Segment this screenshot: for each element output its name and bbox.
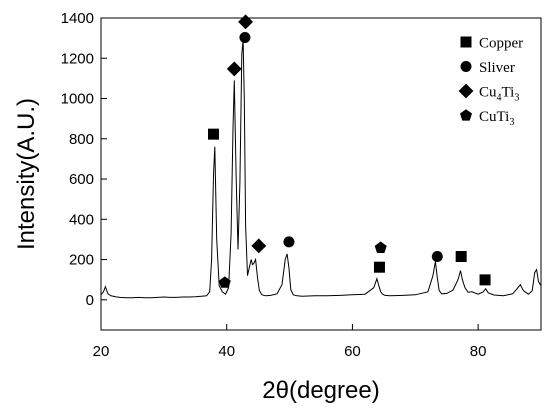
y-tick-label: 600 [69, 171, 94, 188]
phase-markers [208, 14, 491, 288]
x-axis-title: 2θ(degree) [262, 377, 379, 404]
y-tick-label: 1200 [61, 50, 94, 67]
square-peak-marker [373, 261, 385, 273]
pentagon-peak-marker [374, 241, 387, 253]
y-tick-label: 200 [69, 252, 94, 269]
square-peak-marker [208, 128, 220, 140]
y-tick-label: 400 [69, 211, 94, 228]
diamond-peak-marker [238, 14, 253, 30]
x-tick-label: 60 [344, 343, 361, 360]
plot-area [100, 14, 542, 331]
legend-diamond-marker [458, 83, 474, 99]
pentagon-peak-marker [218, 276, 231, 288]
legend-label: Sliver [479, 60, 515, 76]
legend-label: CuTi3 [479, 109, 514, 128]
legend-pentagon-marker [460, 109, 472, 121]
y-axis-title: Intensity(A.U.) [13, 98, 40, 250]
legend-label: Cu4Ti3 [479, 85, 519, 104]
y-tick-label: 0 [86, 292, 94, 309]
y-tick-label: 800 [69, 131, 94, 148]
legend-label: Copper [479, 36, 523, 52]
circle-peak-marker [283, 236, 295, 248]
square-peak-marker [455, 251, 467, 263]
y-tick-label: 1400 [61, 10, 94, 27]
x-tick-label: 80 [470, 343, 487, 360]
legend-square-marker [460, 36, 472, 48]
plot-frame [100, 17, 542, 331]
y-tick-label: 1000 [61, 91, 94, 108]
axis-ticks [100, 17, 479, 330]
circle-peak-marker [239, 32, 251, 44]
square-peak-marker [479, 274, 491, 286]
series-line [100, 40, 542, 299]
x-tick-label: 20 [93, 343, 110, 360]
x-tick-label: 40 [218, 343, 235, 360]
circle-peak-marker [431, 251, 443, 263]
legend: Copper Sliver Cu4Ti3 CuTi3 [458, 36, 523, 128]
diamond-peak-marker [226, 61, 242, 77]
diamond-peak-marker [251, 238, 267, 254]
legend-circle-marker [460, 61, 472, 72]
